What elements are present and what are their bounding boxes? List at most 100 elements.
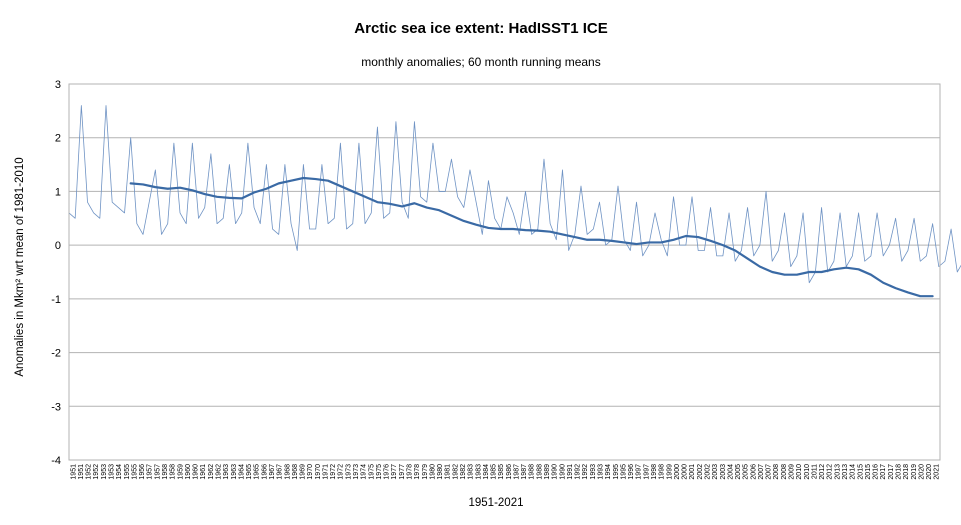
x-tick-label: 2015: [865, 464, 872, 480]
x-tick-label: 1965: [254, 464, 261, 480]
x-tick-label: 1970: [315, 464, 322, 480]
x-tick-label: 1959: [177, 464, 184, 480]
y-tick-label: 0: [55, 240, 61, 252]
y-tick-label: -3: [51, 401, 61, 413]
x-tick-label: 1988: [536, 464, 543, 480]
x-tick-label: 2010: [804, 464, 811, 480]
x-tick-label: 1970: [307, 464, 314, 480]
x-tick-label: 1963: [231, 464, 238, 480]
x-tick-label: 2020: [926, 464, 933, 480]
x-tick-label: 1983: [468, 464, 475, 480]
y-tick-label: -1: [51, 294, 61, 306]
x-tick-label: 1952: [93, 464, 100, 480]
x-tick-label: 1981: [445, 464, 452, 480]
x-tick-label: 1984: [483, 464, 490, 480]
x-tick-label: 1964: [238, 464, 245, 480]
x-tick-label: 1991: [567, 464, 574, 480]
x-tick-label: 1967: [269, 464, 276, 480]
x-tick-label: 1995: [620, 464, 627, 480]
x-tick-label: 1992: [582, 464, 589, 480]
x-tick-label: 1963: [223, 464, 230, 480]
x-axis-label: 1951-2021: [469, 497, 524, 509]
x-tick-label: 1988: [529, 464, 536, 480]
x-tick-label: 2010: [796, 464, 803, 480]
x-tick-label: 1955: [124, 464, 131, 480]
x-tick-label: 2008: [773, 464, 780, 480]
y-tick-label: 2: [55, 133, 61, 145]
y-tick-label: 3: [55, 79, 61, 91]
x-tick-label: 1993: [590, 464, 597, 480]
x-tick-label: 1980: [429, 464, 436, 480]
x-tick-label: 2003: [720, 464, 727, 480]
x-tick-label: 1971: [322, 464, 329, 480]
x-tick-label: 2003: [712, 464, 719, 480]
x-tick-label: 1975: [368, 464, 375, 480]
x-tick-label: 1951: [70, 464, 77, 480]
x-tick-label: 2012: [827, 464, 834, 480]
x-tick-label: 2002: [697, 464, 704, 480]
x-tick-label: 1956: [139, 464, 146, 480]
x-tick-label: 1968: [284, 464, 291, 480]
x-tick-label: 1978: [407, 464, 414, 480]
x-tick-label: 2005: [735, 464, 742, 480]
x-tick-label: 1960: [185, 464, 192, 480]
x-tick-label: 1978: [414, 464, 421, 480]
running-mean-line: [129, 176, 934, 298]
x-tick-label: 1998: [651, 464, 658, 480]
x-tick-label: 2021: [934, 464, 941, 480]
x-tick-label: 1975: [376, 464, 383, 480]
x-tick-label: 1990: [552, 464, 559, 480]
y-tick-label: -4: [51, 455, 61, 467]
x-tick-label: 1982: [452, 464, 459, 480]
x-tick-label: 1958: [170, 464, 177, 480]
x-tick-label: 1972: [330, 464, 337, 480]
x-tick-label: 1977: [391, 464, 398, 480]
x-tick-label: 2017: [888, 464, 895, 480]
x-tick-label: 1992: [575, 464, 582, 480]
x-tick-label: 1960: [193, 464, 200, 480]
x-tick-label: 1987: [521, 464, 528, 480]
x-tick-label: 2018: [895, 464, 902, 480]
x-tick-label: 1998: [659, 464, 666, 480]
x-tick-label: 2007: [766, 464, 773, 480]
x-tick-label: 1977: [399, 464, 406, 480]
x-tick-label: 1997: [636, 464, 643, 480]
y-axis-label: Anomalies in Mkm² wrt mean of 1981-2010: [14, 157, 26, 376]
x-tick-label: 1965: [246, 464, 253, 480]
x-tick-label: 1955: [131, 464, 138, 480]
x-tick-label: 1980: [437, 464, 444, 480]
x-tick-label: 1953: [109, 464, 116, 480]
x-tick-label: 1986: [506, 464, 513, 480]
x-tick-label: 1985: [498, 464, 505, 480]
x-tick-label: 1979: [422, 464, 429, 480]
x-tick-label: 2006: [750, 464, 757, 480]
x-tick-label: 2007: [758, 464, 765, 480]
x-tick-label: 2008: [781, 464, 788, 480]
x-tick-label: 1994: [605, 464, 612, 480]
x-tick-label: 1957: [154, 464, 161, 480]
y-tick-label: 1: [55, 186, 61, 198]
plot-frame: [68, 83, 941, 461]
x-tick-label: 1957: [147, 464, 154, 480]
x-tick-label: 1995: [613, 464, 620, 480]
y-tick-labels: 3 2 1 0 -1 -2 -3 -4: [51, 79, 61, 467]
x-tick-label: 1953: [101, 464, 108, 480]
x-tick-label: 2015: [857, 464, 864, 480]
x-tick-label: 1985: [491, 464, 498, 480]
x-tick-label: 2004: [727, 464, 734, 480]
x-tick-label: 1996: [628, 464, 635, 480]
x-tick-label: 1962: [208, 464, 215, 480]
x-tick-label: 1969: [300, 464, 307, 480]
monthly-anomaly-line: [68, 105, 961, 284]
x-tick-label: 1962: [215, 464, 222, 480]
x-tick-label: 1954: [116, 464, 123, 480]
x-tick-label: 2011: [811, 464, 818, 479]
x-tick-label: 2017: [880, 464, 887, 480]
x-tick-label: 1968: [292, 464, 299, 480]
x-tick-label: 1999: [666, 464, 673, 480]
x-tick-label: 1967: [277, 464, 284, 480]
x-tick-label: 1958: [162, 464, 169, 480]
x-tick-label: 1952: [86, 464, 93, 480]
